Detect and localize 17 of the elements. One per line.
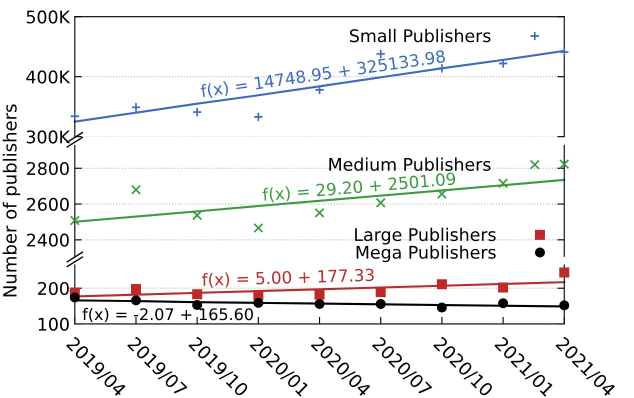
annotation: f(x) = -2.07 + 165.60 (82, 308, 253, 322)
legend-label: Small Publishers (350, 28, 490, 42)
annotation: f(x) = 5.00 + 177.33 (202, 268, 374, 288)
y-tick-label: 300K (26, 130, 70, 144)
y-tick-label: 200 (38, 282, 69, 296)
y-axis-title: Number of publishers (2, 104, 20, 296)
y-tick-label: 100 (38, 318, 69, 331)
legend-label: Medium Publishers (329, 158, 490, 171)
y-tick-label: 400K (26, 70, 70, 84)
legend-label: Mega Publishers (356, 245, 496, 262)
annotation: f(x) = 14748.95 + 325133.98 (200, 49, 446, 100)
legend-label: Large Publishers (355, 228, 496, 245)
y-tick-label: 2800 (27, 162, 69, 176)
annotation: f(x) = 29.20 + 2501.09 (262, 172, 456, 204)
y-tick-label: 2600 (27, 198, 69, 211)
y-tick-label: 500K (26, 10, 70, 24)
y-tick-label: 2400 (27, 234, 69, 247)
